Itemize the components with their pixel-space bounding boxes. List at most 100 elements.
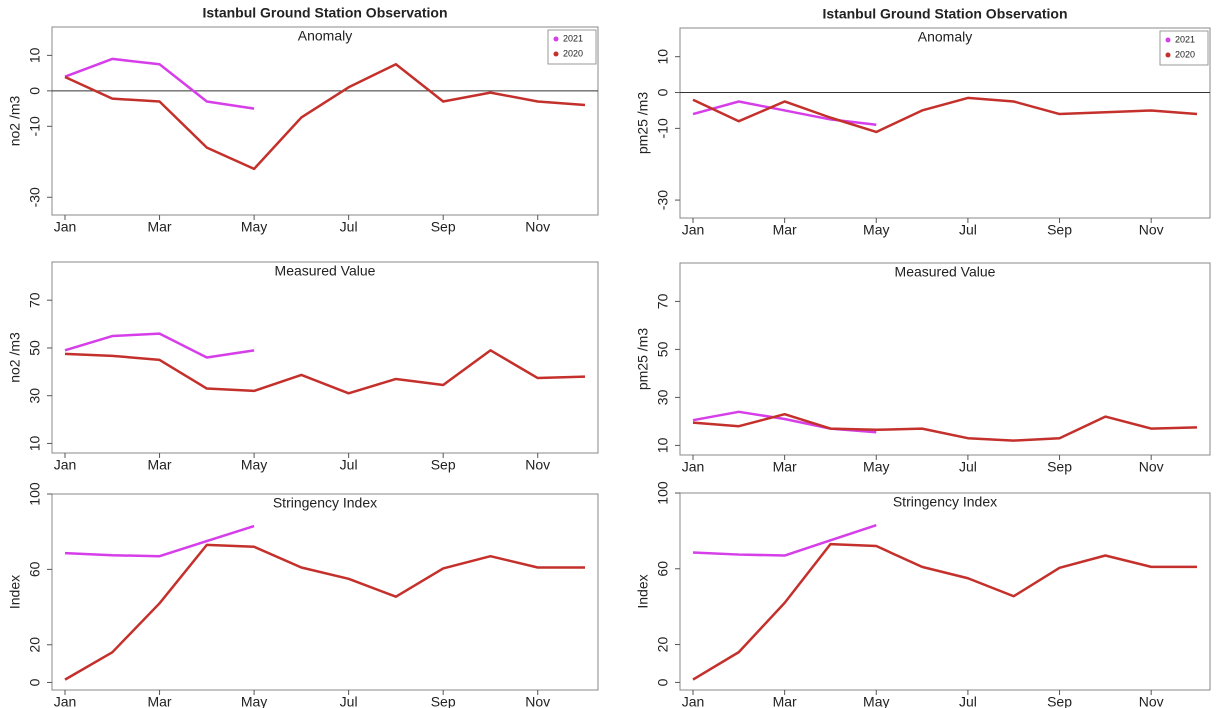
legend-marker <box>553 36 559 42</box>
panel: Stringency Index Index 0 20 60 100 Jan Mar May Ju… <box>635 481 1211 708</box>
plot-frame <box>51 26 599 216</box>
plot-frame <box>679 492 1211 691</box>
subtitle: Stringency Index <box>273 495 377 511</box>
x-tick-label: Mar <box>773 459 797 475</box>
x-tick-label: Jul <box>340 457 358 473</box>
subtitle: Anomaly <box>298 28 352 44</box>
panel: Measured Value pm25 /m3 10 30 50 70 Jan Mar May J… <box>635 262 1211 475</box>
x-tick-label: Jan <box>54 694 77 708</box>
legend-label: 2020 <box>563 48 583 58</box>
chart-title: Istanbul Ground Station Observation <box>822 6 1067 22</box>
x-tick-label: Sep <box>1047 694 1072 708</box>
x-tick-label: Nov <box>1139 222 1164 238</box>
series-line <box>692 542 1197 681</box>
x-tick-label: Nov <box>1139 459 1164 475</box>
y-tick-label: 60 <box>655 561 671 577</box>
y-tick-label: 20 <box>27 637 43 653</box>
subtitle: Measured Value <box>275 263 376 279</box>
x-tick-label: Mar <box>147 457 171 473</box>
series-line <box>64 332 255 359</box>
x-tick-label: Jul <box>959 694 977 708</box>
y-axis-label: Index <box>635 574 651 608</box>
series-line <box>64 62 586 171</box>
x-tick-label: Nov <box>525 694 550 708</box>
legend-marker <box>553 51 559 57</box>
y-axis-label: no2 /m3 <box>7 95 23 146</box>
series-line <box>64 524 255 558</box>
x-tick-label: Jul <box>340 694 358 708</box>
series-line <box>64 349 586 395</box>
subtitle: Anomaly <box>918 29 972 45</box>
x-tick-label: Jan <box>682 694 705 708</box>
x-tick-label: May <box>241 219 267 235</box>
y-tick-label: 10 <box>655 49 671 65</box>
y-tick-label: 0 <box>655 678 671 686</box>
series-line <box>692 96 1198 134</box>
plot-frame <box>51 261 599 454</box>
legend-marker <box>1165 52 1171 58</box>
y-tick-label: -30 <box>27 187 43 207</box>
x-tick-label: Jan <box>54 457 77 473</box>
y-tick-label: 0 <box>27 678 43 686</box>
x-tick-label: Mar <box>147 694 171 708</box>
y-axis-label: no2 /m3 <box>7 332 23 383</box>
y-axis-label: pm25 /m3 <box>635 92 651 154</box>
y-tick-label: 50 <box>27 340 43 356</box>
y-tick-label: 30 <box>27 388 43 404</box>
legend-box <box>1159 30 1209 66</box>
x-tick-label: Jan <box>682 222 705 238</box>
subtitle: Measured Value <box>895 264 996 280</box>
series-line <box>64 57 255 110</box>
y-tick-label: 0 <box>27 87 43 95</box>
series-line <box>64 543 585 681</box>
legend-marker <box>1165 37 1171 43</box>
y-tick-label: 100 <box>27 482 43 506</box>
x-tick-label: Jan <box>682 459 705 475</box>
plot-frame <box>679 27 1211 219</box>
x-tick-label: Sep <box>431 694 456 708</box>
x-tick-label: Nov <box>1139 694 1164 708</box>
x-tick-label: May <box>863 459 889 475</box>
y-tick-label: 10 <box>27 435 43 451</box>
x-tick-label: Jul <box>959 459 977 475</box>
legend-box <box>547 29 597 65</box>
y-tick-label: 20 <box>655 637 671 653</box>
series-line <box>692 412 1198 442</box>
y-tick-label: -10 <box>27 116 43 136</box>
y-axis-label: pm25 /m3 <box>635 328 651 390</box>
x-tick-label: Sep <box>1047 222 1072 238</box>
x-tick-label: Jan <box>54 219 77 235</box>
x-tick-label: Jul <box>959 222 977 238</box>
y-tick-label: 70 <box>27 292 43 308</box>
legend-label: 2020 <box>1175 49 1195 59</box>
x-tick-label: Mar <box>147 219 171 235</box>
y-tick-label: -30 <box>655 190 671 210</box>
y-axis-label: Index <box>7 575 23 609</box>
chart-title: Istanbul Ground Station Observation <box>202 5 447 21</box>
panel: Istanbul Ground Station Observation Anoma… <box>635 6 1211 238</box>
panel: Istanbul Ground Station Observation Anoma… <box>7 5 599 235</box>
x-tick-label: Sep <box>1047 459 1072 475</box>
x-tick-label: Nov <box>525 219 550 235</box>
x-tick-label: May <box>863 222 889 238</box>
y-tick-label: 50 <box>655 341 671 357</box>
y-tick-label: -10 <box>655 118 671 138</box>
y-tick-label: 100 <box>655 481 671 505</box>
x-tick-label: Mar <box>773 694 797 708</box>
y-tick-label: 60 <box>27 561 43 577</box>
y-tick-label: 30 <box>655 389 671 405</box>
x-tick-label: Nov <box>525 457 550 473</box>
series-line <box>692 524 877 557</box>
y-tick-label: 70 <box>655 293 671 309</box>
y-tick-label: 0 <box>655 88 671 96</box>
x-tick-label: Jul <box>340 219 358 235</box>
panel: Stringency Index Index 0 20 60 100 Jan Mar May Ju… <box>7 482 599 708</box>
x-tick-label: Sep <box>431 219 456 235</box>
legend-label: 2021 <box>563 33 583 43</box>
x-tick-label: May <box>241 694 267 708</box>
y-tick-label: 10 <box>655 437 671 453</box>
subtitle: Stringency Index <box>893 494 997 510</box>
legend-label: 2021 <box>1175 34 1195 44</box>
plot-frame <box>679 262 1211 456</box>
